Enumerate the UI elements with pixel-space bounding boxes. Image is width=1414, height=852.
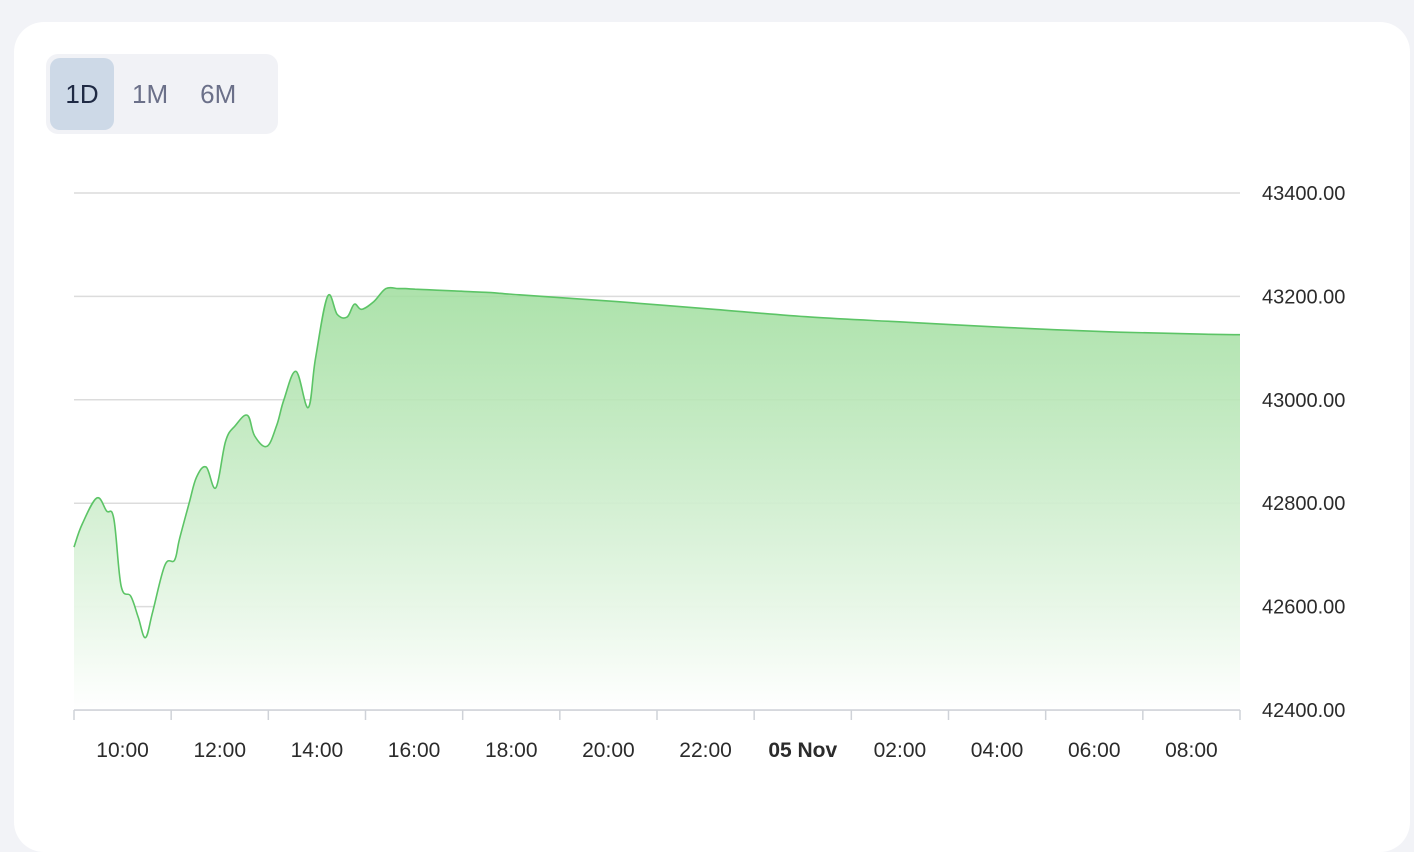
x-tick-label: 02:00 xyxy=(874,739,927,762)
x-tick-label: 14:00 xyxy=(291,739,344,762)
x-axis xyxy=(73,709,1241,720)
x-tick-label: 04:00 xyxy=(971,739,1024,762)
x-tick-label: 06:00 xyxy=(1068,739,1121,762)
x-axis-labels: 10:00 12:00 14:00 16:00 18:00 20:00 22:00 05 No… xyxy=(96,739,1217,762)
range-tab-1m[interactable]: 1M xyxy=(132,78,169,109)
x-tick-label: 20:00 xyxy=(582,739,635,762)
x-tick-label: 10:00 xyxy=(96,739,149,762)
x-tick-label: 05 Nov xyxy=(768,739,837,762)
y-tick-label: 42800.00 xyxy=(1262,493,1345,515)
price-area-chart: 43400.00 43200.00 43000.00 42800.00 42600.00… xyxy=(73,183,1345,762)
y-tick-label: 43000.00 xyxy=(1262,390,1345,412)
range-tab-6m[interactable]: 6M xyxy=(200,78,237,109)
price-line xyxy=(73,286,1241,639)
x-tick-label: 08:00 xyxy=(1165,739,1218,762)
x-tick-label: 18:00 xyxy=(485,739,538,762)
y-axis: 43400.00 43200.00 43000.00 42800.00 42600.00… xyxy=(1262,183,1345,722)
y-tick-label: 42400.00 xyxy=(1262,700,1345,722)
y-tick-label: 43400.00 xyxy=(1262,183,1345,205)
x-tick-label: 12:00 xyxy=(193,739,246,762)
x-tick-label: 22:00 xyxy=(679,739,732,762)
x-tick-label: 16:00 xyxy=(388,739,441,762)
y-tick-label: 42600.00 xyxy=(1262,597,1345,619)
range-tab-1d[interactable]: 1D xyxy=(50,58,114,130)
area-fill xyxy=(74,287,1240,710)
range-selector: 1D 1M 6M xyxy=(46,54,278,134)
y-tick-label: 43200.00 xyxy=(1262,286,1345,308)
